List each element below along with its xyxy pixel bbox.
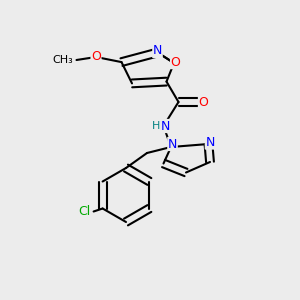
Text: O: O xyxy=(199,95,208,109)
Text: N: N xyxy=(168,137,177,151)
Text: Cl: Cl xyxy=(79,205,91,218)
Text: N: N xyxy=(153,44,162,58)
Text: CH₃: CH₃ xyxy=(53,55,74,65)
Text: N: N xyxy=(205,136,215,149)
Text: H: H xyxy=(152,121,160,131)
Text: N: N xyxy=(160,119,170,133)
Text: O: O xyxy=(171,56,180,69)
Text: O: O xyxy=(91,50,101,64)
